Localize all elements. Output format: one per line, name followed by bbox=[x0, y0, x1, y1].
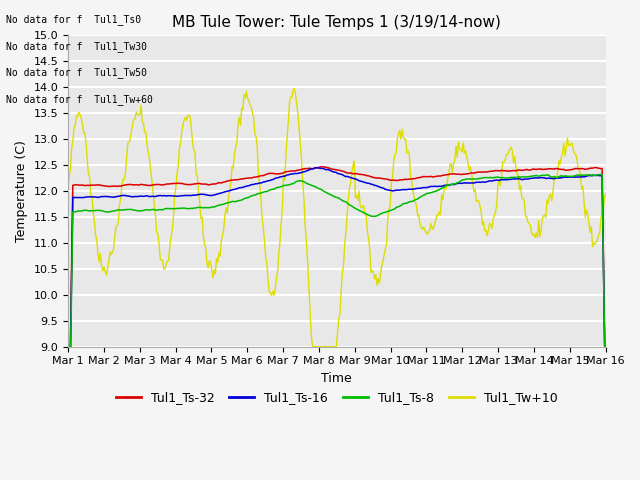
Title: MB Tule Tower: Tule Temps 1 (3/19/14-now): MB Tule Tower: Tule Temps 1 (3/19/14-now… bbox=[172, 15, 501, 30]
Legend: Tul1_Ts-32, Tul1_Ts-16, Tul1_Ts-8, Tul1_Tw+10: Tul1_Ts-32, Tul1_Ts-16, Tul1_Ts-8, Tul1_… bbox=[111, 386, 563, 409]
Text: No data for f  Tul1_Ts0: No data for f Tul1_Ts0 bbox=[6, 14, 141, 25]
Text: No data for f  Tul1_Tw50: No data for f Tul1_Tw50 bbox=[6, 67, 147, 78]
Text: No data for f  Tul1_Tw30: No data for f Tul1_Tw30 bbox=[6, 41, 147, 52]
Text: No data for f  Tul1_Tw+60: No data for f Tul1_Tw+60 bbox=[6, 94, 153, 105]
X-axis label: Time: Time bbox=[321, 372, 352, 385]
Y-axis label: Temperature (C): Temperature (C) bbox=[15, 140, 28, 242]
